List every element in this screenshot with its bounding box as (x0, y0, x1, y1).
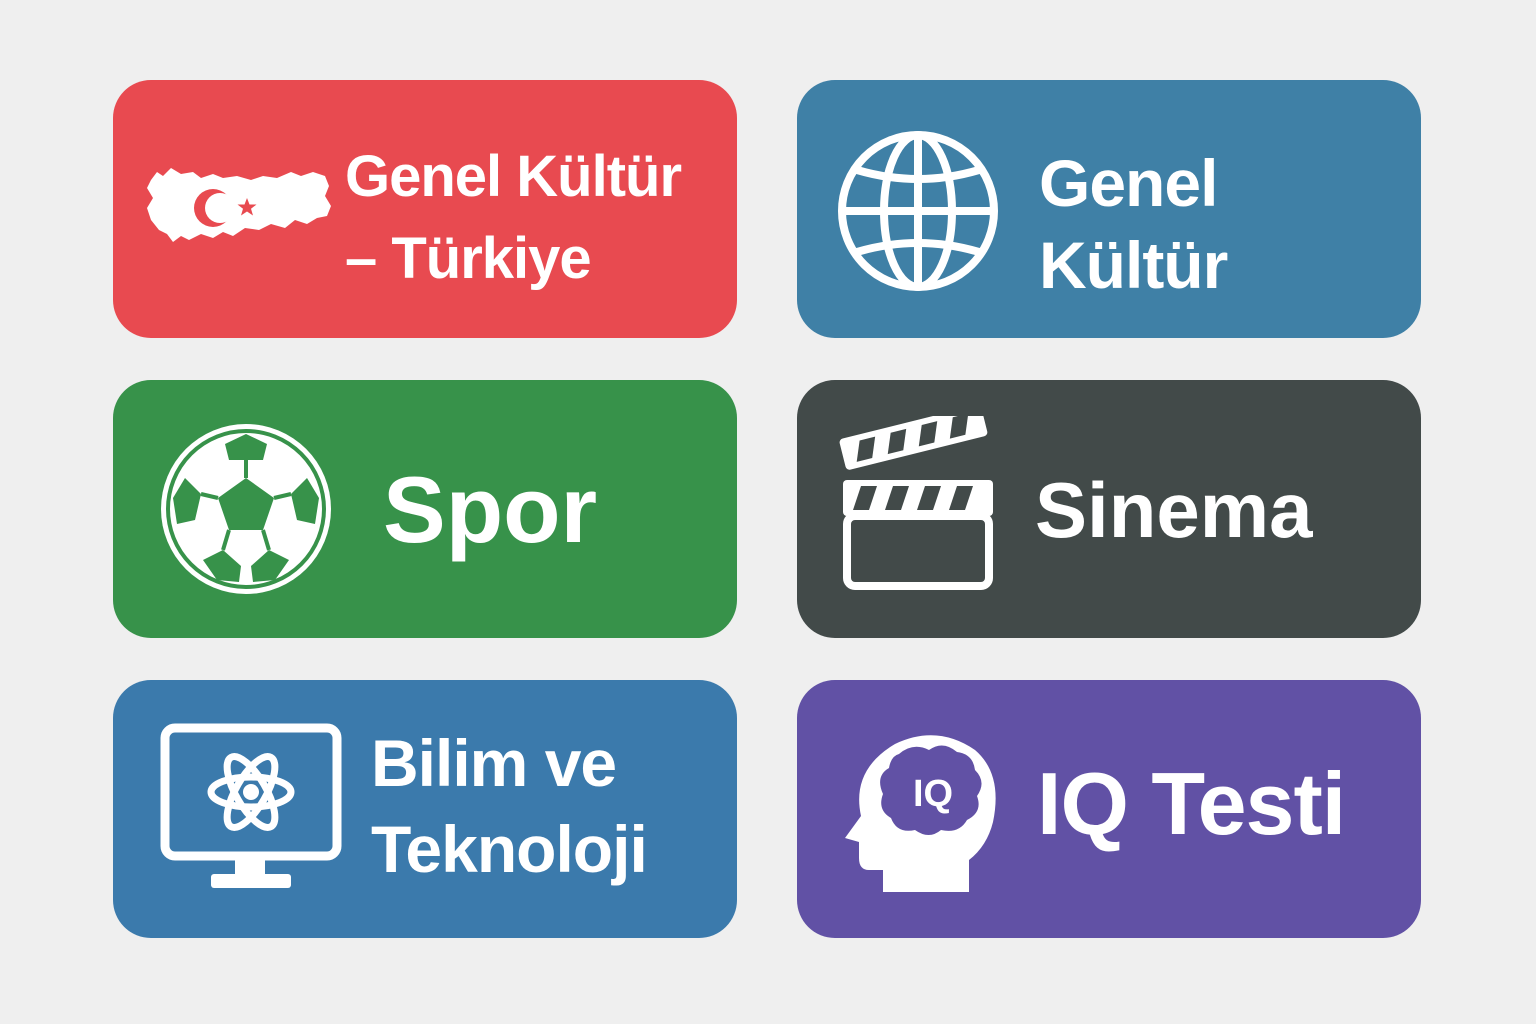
soccer-ball-icon (161, 424, 331, 594)
category-label: Genel Kültür – Türkiye (345, 136, 682, 300)
category-card-iq-testi[interactable]: IQ IQ Testi (797, 680, 1421, 938)
category-label-line: IQ Testi (1037, 754, 1346, 853)
category-label: IQ Testi (1037, 754, 1346, 853)
category-label-line: Sinema (1035, 466, 1313, 554)
category-card-bilim-ve-teknoloji[interactable]: Bilim ve Teknoloji (113, 680, 737, 938)
iq-icon-text: IQ (913, 773, 953, 815)
category-label-line: Genel Kültür (345, 144, 682, 209)
category-label-line: Spor (383, 457, 598, 562)
category-label: Spor (383, 458, 597, 562)
category-label: Sinema (1035, 470, 1312, 550)
head-brain-iq-icon: IQ (845, 735, 996, 892)
category-card-genel-kultur[interactable]: Genel Kültür (797, 80, 1421, 338)
category-label-line: Kültür (1039, 228, 1228, 302)
monitor-atom-icon (160, 723, 342, 888)
category-card-spor[interactable]: Spor (113, 380, 737, 638)
category-label-line: Bilim ve (371, 726, 617, 800)
category-label: Genel Kültür (1039, 142, 1228, 306)
clapperboard-icon (839, 416, 993, 590)
category-card-sinema[interactable]: Sinema (797, 380, 1421, 638)
category-label-line: Genel (1039, 146, 1218, 220)
turkey-map-icon (147, 168, 331, 242)
globe-icon (838, 131, 998, 291)
category-label-line: – Türkiye (345, 226, 592, 291)
category-card-genel-kultur-turkiye[interactable]: Genel Kültür – Türkiye (113, 80, 737, 338)
category-label-line: Teknoloji (371, 812, 648, 886)
category-label: Bilim ve Teknoloji (371, 720, 648, 892)
